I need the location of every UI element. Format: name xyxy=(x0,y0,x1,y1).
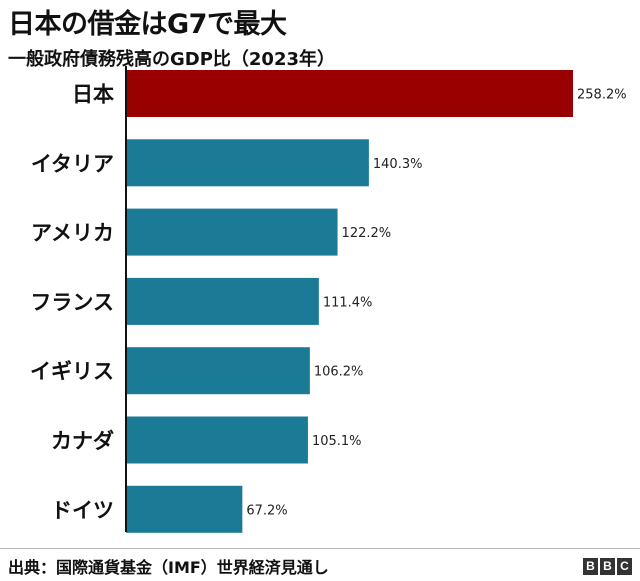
value-label: 140.3% xyxy=(373,157,423,172)
category-label: アメリカ xyxy=(31,221,114,245)
value-label: 67.2% xyxy=(246,503,287,518)
bar-chart: 日本 258.2% イタリア 140.3% アメリカ 122.2% フランス 111.4% イギ… xyxy=(30,66,627,533)
bbc-logo-letter: B xyxy=(583,558,598,575)
bar xyxy=(126,277,319,325)
category-label: ドイツ xyxy=(51,498,114,522)
chart-subtitle: 一般政府債務残高のGDP比（2023年） xyxy=(8,49,336,70)
category-label: イタリア xyxy=(31,152,114,176)
bar xyxy=(126,70,573,117)
bbc-logo-letter: B xyxy=(600,558,615,575)
category-label: カナダ xyxy=(51,429,114,453)
value-label: 105.1% xyxy=(312,434,362,449)
value-label: 122.2% xyxy=(342,226,392,241)
bbc-logo: B B C xyxy=(583,558,632,575)
footer-divider xyxy=(0,548,640,549)
bbc-logo-letter: C xyxy=(617,558,632,575)
bar xyxy=(126,139,369,187)
bar xyxy=(126,416,308,464)
value-label: 106.2% xyxy=(314,365,364,380)
value-label: 258.2% xyxy=(577,88,627,103)
bar xyxy=(126,347,310,395)
value-label: 111.4% xyxy=(323,295,373,310)
category-label: イギリス xyxy=(30,360,114,384)
category-label: フランス xyxy=(30,290,114,314)
chart-title: 日本の借金はG7で最大 xyxy=(8,9,287,40)
category-label: 日本 xyxy=(72,83,114,107)
source-note: 出典：国際通貨基金（IMF）世界経済見通し xyxy=(8,558,329,577)
bar xyxy=(126,208,338,256)
bar xyxy=(126,485,243,533)
